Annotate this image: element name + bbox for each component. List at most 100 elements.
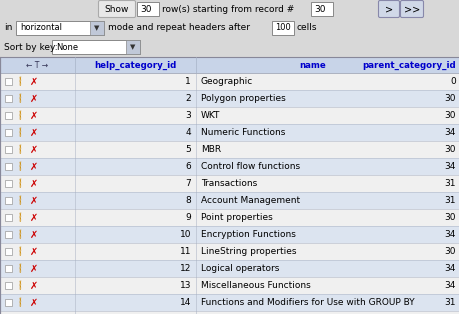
Text: ✗: ✗: [30, 297, 38, 307]
Text: ✗: ✗: [30, 213, 38, 223]
Bar: [5, 129, 12, 136]
Bar: [5, 299, 12, 306]
Text: 9: 9: [185, 213, 190, 222]
Bar: [0, 90, 459, 107]
Text: /: /: [18, 127, 24, 138]
Text: ✗: ✗: [30, 161, 38, 171]
Bar: [0, 311, 459, 314]
Text: 8: 8: [185, 196, 190, 205]
Text: 5: 5: [185, 145, 190, 154]
Text: 3: 3: [185, 111, 190, 120]
Text: 30: 30: [443, 145, 455, 154]
Text: 34: 34: [444, 128, 455, 137]
Text: ✗: ✗: [30, 263, 38, 273]
Bar: [5, 231, 12, 238]
Bar: [5, 146, 12, 153]
Text: /: /: [18, 110, 24, 121]
Bar: [5, 282, 12, 289]
Text: ✗: ✗: [30, 144, 38, 154]
Bar: [5, 197, 12, 204]
Bar: [0, 57, 459, 73]
Text: /: /: [18, 93, 24, 104]
Text: 30: 30: [443, 247, 455, 256]
Bar: [271, 21, 293, 35]
Text: Geographic: Geographic: [201, 77, 253, 86]
Text: 11: 11: [179, 247, 190, 256]
Text: Account Management: Account Management: [201, 196, 299, 205]
Text: 34: 34: [444, 230, 455, 239]
Text: cells: cells: [297, 24, 317, 33]
Bar: [0, 57, 459, 314]
Bar: [0, 0, 459, 19]
Text: ✗: ✗: [30, 94, 38, 104]
Text: 6: 6: [185, 162, 190, 171]
Bar: [5, 163, 12, 170]
Text: /: /: [18, 280, 24, 291]
Text: /: /: [18, 263, 24, 274]
Text: Numeric Functions: Numeric Functions: [201, 128, 285, 137]
Text: Polygon properties: Polygon properties: [201, 94, 285, 103]
Text: ✗: ✗: [30, 77, 38, 86]
Text: 7: 7: [185, 179, 190, 188]
Text: ✗: ✗: [30, 230, 38, 240]
Bar: [0, 158, 459, 175]
Text: ✗: ✗: [30, 246, 38, 257]
Text: LineString properties: LineString properties: [201, 247, 296, 256]
Text: /: /: [18, 246, 24, 257]
Text: /: /: [18, 195, 24, 206]
FancyBboxPatch shape: [400, 1, 423, 18]
Text: 12: 12: [179, 264, 190, 273]
Bar: [0, 175, 459, 192]
Text: Point properties: Point properties: [201, 213, 272, 222]
Bar: [0, 38, 459, 57]
Text: 34: 34: [444, 162, 455, 171]
Text: WKT: WKT: [201, 111, 220, 120]
Text: 30: 30: [140, 4, 151, 14]
Text: ✗: ✗: [30, 111, 38, 121]
Text: row(s) starting from record #: row(s) starting from record #: [162, 4, 294, 14]
Bar: [310, 2, 332, 16]
Bar: [52, 40, 140, 54]
Text: 30: 30: [443, 94, 455, 103]
Bar: [0, 226, 459, 243]
Text: 30: 30: [443, 111, 455, 120]
Text: 31: 31: [443, 298, 455, 307]
Bar: [5, 112, 12, 119]
Text: Sort by key:: Sort by key:: [4, 42, 57, 51]
Text: Functions and Modifiers for Use with GROUP BY: Functions and Modifiers for Use with GRO…: [201, 298, 414, 307]
Text: help_category_id: help_category_id: [94, 60, 176, 70]
Text: /: /: [18, 229, 24, 240]
Bar: [0, 209, 459, 226]
Text: 10: 10: [179, 230, 190, 239]
Text: 31: 31: [443, 196, 455, 205]
Text: /: /: [18, 178, 24, 189]
Text: /: /: [18, 161, 24, 172]
FancyBboxPatch shape: [98, 1, 135, 18]
Bar: [0, 19, 459, 38]
Bar: [0, 107, 459, 124]
Text: 14: 14: [179, 298, 190, 307]
Text: Encryption Functions: Encryption Functions: [201, 230, 295, 239]
Bar: [0, 260, 459, 277]
Text: parent_category_id: parent_category_id: [362, 60, 455, 70]
Text: 0: 0: [449, 77, 455, 86]
Bar: [0, 294, 459, 311]
Text: Show: Show: [105, 4, 129, 14]
Text: ▼: ▼: [130, 44, 135, 50]
Text: horizontal: horizontal: [20, 24, 62, 33]
Text: in: in: [4, 24, 12, 33]
Text: Control flow functions: Control flow functions: [201, 162, 299, 171]
Text: /: /: [18, 144, 24, 155]
Text: 31: 31: [443, 179, 455, 188]
Text: ✗: ✗: [30, 280, 38, 290]
Text: >>: >>: [403, 4, 419, 14]
Bar: [5, 265, 12, 272]
Text: mode and repeat headers after: mode and repeat headers after: [108, 24, 249, 33]
Bar: [5, 214, 12, 221]
Text: /: /: [18, 76, 24, 87]
Text: ✗: ✗: [30, 127, 38, 138]
Bar: [0, 73, 459, 90]
Text: ✗: ✗: [30, 178, 38, 188]
Text: name: name: [299, 61, 326, 69]
Bar: [5, 95, 12, 102]
